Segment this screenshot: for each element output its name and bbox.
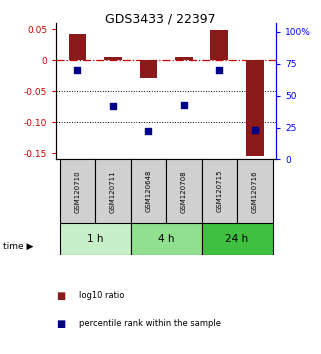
Bar xyxy=(237,159,273,223)
Point xyxy=(75,67,80,73)
Text: time ▶: time ▶ xyxy=(3,241,34,251)
Point xyxy=(110,103,116,109)
Bar xyxy=(60,159,95,223)
Text: ■: ■ xyxy=(56,291,65,301)
Text: GSM120716: GSM120716 xyxy=(252,170,258,212)
Bar xyxy=(69,34,86,60)
Text: GSM120708: GSM120708 xyxy=(181,170,187,212)
Text: 1 h: 1 h xyxy=(87,234,103,244)
Bar xyxy=(95,159,131,223)
Bar xyxy=(60,223,131,255)
Text: 24 h: 24 h xyxy=(225,234,248,244)
Bar xyxy=(140,60,157,78)
Text: GSM120710: GSM120710 xyxy=(74,170,81,212)
Text: GDS3433 / 22397: GDS3433 / 22397 xyxy=(105,12,216,25)
Bar xyxy=(131,159,166,223)
Text: ■: ■ xyxy=(56,319,65,329)
Text: log10 ratio: log10 ratio xyxy=(79,291,124,300)
Bar xyxy=(175,57,193,60)
Text: GSM120715: GSM120715 xyxy=(216,170,222,212)
Bar xyxy=(166,159,202,223)
Text: percentile rank within the sample: percentile rank within the sample xyxy=(79,319,221,329)
Bar xyxy=(202,223,273,255)
Point xyxy=(146,129,151,134)
Point xyxy=(252,127,257,133)
Text: 4 h: 4 h xyxy=(158,234,174,244)
Bar xyxy=(246,60,264,156)
Text: GSM120648: GSM120648 xyxy=(145,170,152,212)
Text: GSM120711: GSM120711 xyxy=(110,170,116,212)
Bar xyxy=(211,30,228,60)
Bar xyxy=(104,57,122,60)
Bar xyxy=(202,159,237,223)
Point xyxy=(181,102,187,107)
Point xyxy=(217,67,222,73)
Bar xyxy=(131,223,202,255)
